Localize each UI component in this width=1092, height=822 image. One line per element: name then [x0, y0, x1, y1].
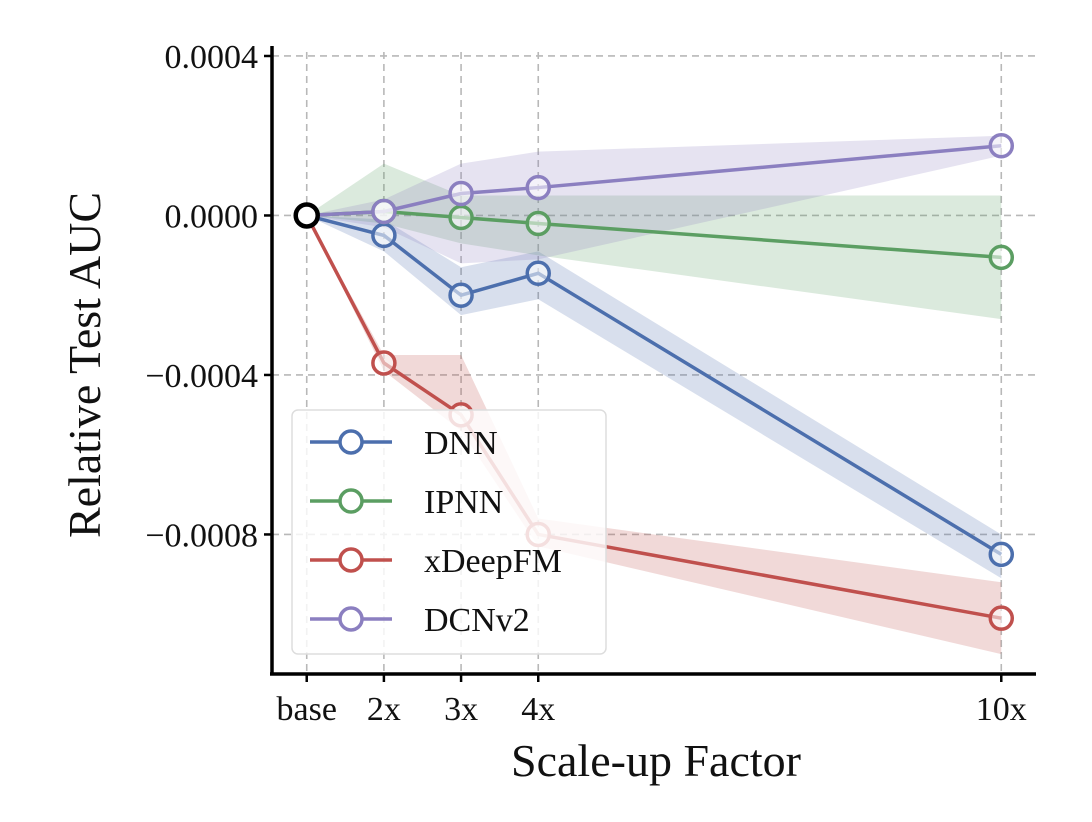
point-dnn-4x — [525, 260, 551, 287]
point-dcnv2-4x — [525, 174, 551, 201]
point-xdeepfm-2x — [371, 350, 397, 376]
band-xdeepfm — [306, 215, 1002, 655]
point-dcnv2-3x — [448, 180, 474, 207]
point-xdeepfm-10x — [988, 605, 1015, 631]
legend-frame — [291, 409, 607, 655]
band-dcnv2 — [306, 135, 1002, 264]
point-dnn-3x — [448, 282, 474, 308]
legend-marker-xdeepfm — [338, 547, 364, 573]
point-ipnn-3x — [448, 204, 474, 231]
legend-marker-ipnn — [338, 488, 364, 514]
point-ipnn-10x — [988, 244, 1015, 271]
x-tick-label: 4x — [521, 691, 555, 728]
legend-label-ipnn: IPNN — [424, 484, 503, 521]
legend-label-xdeepfm: xDeepFM — [424, 543, 562, 580]
legend-marker-dcnv2 — [338, 606, 364, 632]
point-base — [293, 202, 320, 229]
y-tick-label: −0.0004 — [145, 358, 258, 395]
x-axis-title: Scale-up Factor — [511, 735, 801, 786]
point-dnn-2x — [371, 222, 397, 249]
confidence-bands — [306, 135, 1002, 655]
legend: DNN IPNN xDeepFM DCNv2 — [291, 409, 607, 655]
point-dcnv2-10x — [988, 132, 1015, 159]
band-ipnn — [306, 163, 1002, 320]
axes — [270, 46, 1036, 676]
y-axis-title: Relative Test AUC — [59, 192, 110, 538]
tick-labels: base 2x 3x 4x 10x 0.0004 0.0000 −0.0004 −0.0008 — [145, 39, 1026, 728]
band-dnn — [306, 215, 1002, 579]
x-tick-label: 10x — [976, 691, 1027, 728]
x-tick-label: 3x — [444, 691, 478, 728]
y-tick-label: 0.0004 — [165, 39, 259, 76]
x-tick-label: base — [277, 691, 337, 728]
point-dcnv2-2x — [371, 198, 397, 225]
point-ipnn-4x — [525, 210, 551, 237]
y-tick-label: −0.0008 — [145, 517, 258, 554]
legend-marker-dnn — [338, 429, 364, 455]
x-tick-label: 2x — [367, 691, 401, 728]
y-tick-label: 0.0000 — [165, 198, 259, 235]
legend-label-dnn: DNN — [424, 425, 498, 462]
legend-label-dcnv2: DCNv2 — [424, 602, 530, 639]
point-dnn-10x — [988, 541, 1015, 568]
